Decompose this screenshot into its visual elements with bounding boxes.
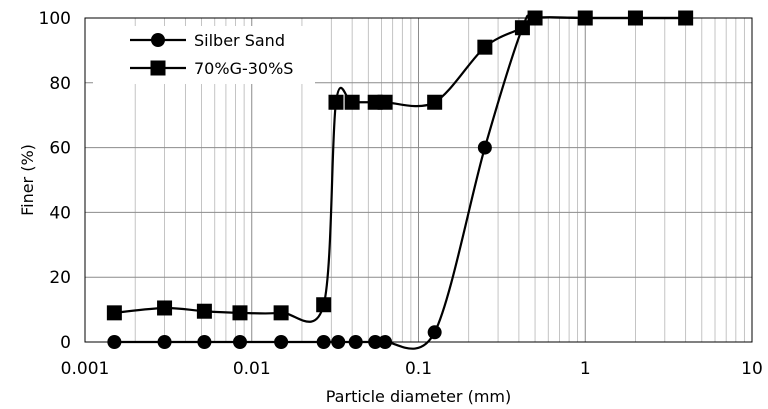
data-point — [157, 300, 173, 316]
legend-marker — [150, 60, 166, 76]
y-axis-title: Finer (%) — [18, 144, 37, 216]
data-point — [678, 10, 694, 26]
data-point — [157, 335, 172, 349]
data-point — [106, 305, 122, 321]
data-point — [514, 20, 530, 36]
data-point — [377, 94, 393, 110]
data-point — [378, 335, 393, 349]
data-point — [232, 335, 247, 349]
y-tick-label: 60 — [49, 139, 71, 159]
x-tick-label: 1 — [580, 359, 591, 379]
x-tick-label: 0.001 — [61, 359, 110, 379]
series-layer — [106, 10, 694, 350]
y-tick-label: 40 — [49, 203, 71, 223]
y-tick-label: 100 — [39, 9, 71, 29]
x-tick-labels: 0.001 0.01 0.1 1 10 — [61, 359, 763, 379]
data-point — [427, 94, 443, 110]
data-point — [344, 94, 360, 110]
data-point — [232, 305, 248, 321]
data-point — [627, 10, 643, 26]
data-point — [577, 10, 593, 26]
data-point — [348, 335, 363, 349]
data-point — [477, 39, 493, 55]
data-point — [527, 10, 543, 26]
x-tick-label: 10 — [741, 359, 763, 379]
data-point — [427, 325, 442, 340]
data-point — [316, 335, 331, 349]
data-point — [477, 140, 492, 155]
y-tick-label: 20 — [49, 268, 71, 288]
plot-frame — [84, 17, 753, 343]
data-point — [197, 335, 212, 349]
legend-label: Silber Sand — [194, 31, 285, 50]
data-point — [273, 305, 289, 321]
legend: Silber Sand 70%G-30%S — [93, 26, 315, 84]
data-point — [274, 335, 289, 349]
data-point — [331, 335, 346, 349]
x-tick-label: 0.1 — [405, 359, 432, 379]
x-axis-title: Particle diameter (mm) — [326, 387, 511, 406]
y-tick-labels: 0 20 40 60 80 100 — [39, 9, 71, 353]
x-tick-label: 0.01 — [233, 359, 271, 379]
data-point — [107, 335, 122, 349]
data-point — [368, 335, 383, 349]
data-point — [316, 297, 332, 313]
data-point — [196, 303, 212, 319]
y-tick-label: 0 — [60, 333, 71, 353]
series-2 — [106, 10, 694, 323]
legend-label: 70%G-30%S — [194, 59, 293, 78]
y-tick-label: 80 — [49, 74, 71, 94]
legend-box — [93, 26, 315, 84]
legend-marker — [151, 33, 165, 47]
data-point — [328, 94, 344, 110]
